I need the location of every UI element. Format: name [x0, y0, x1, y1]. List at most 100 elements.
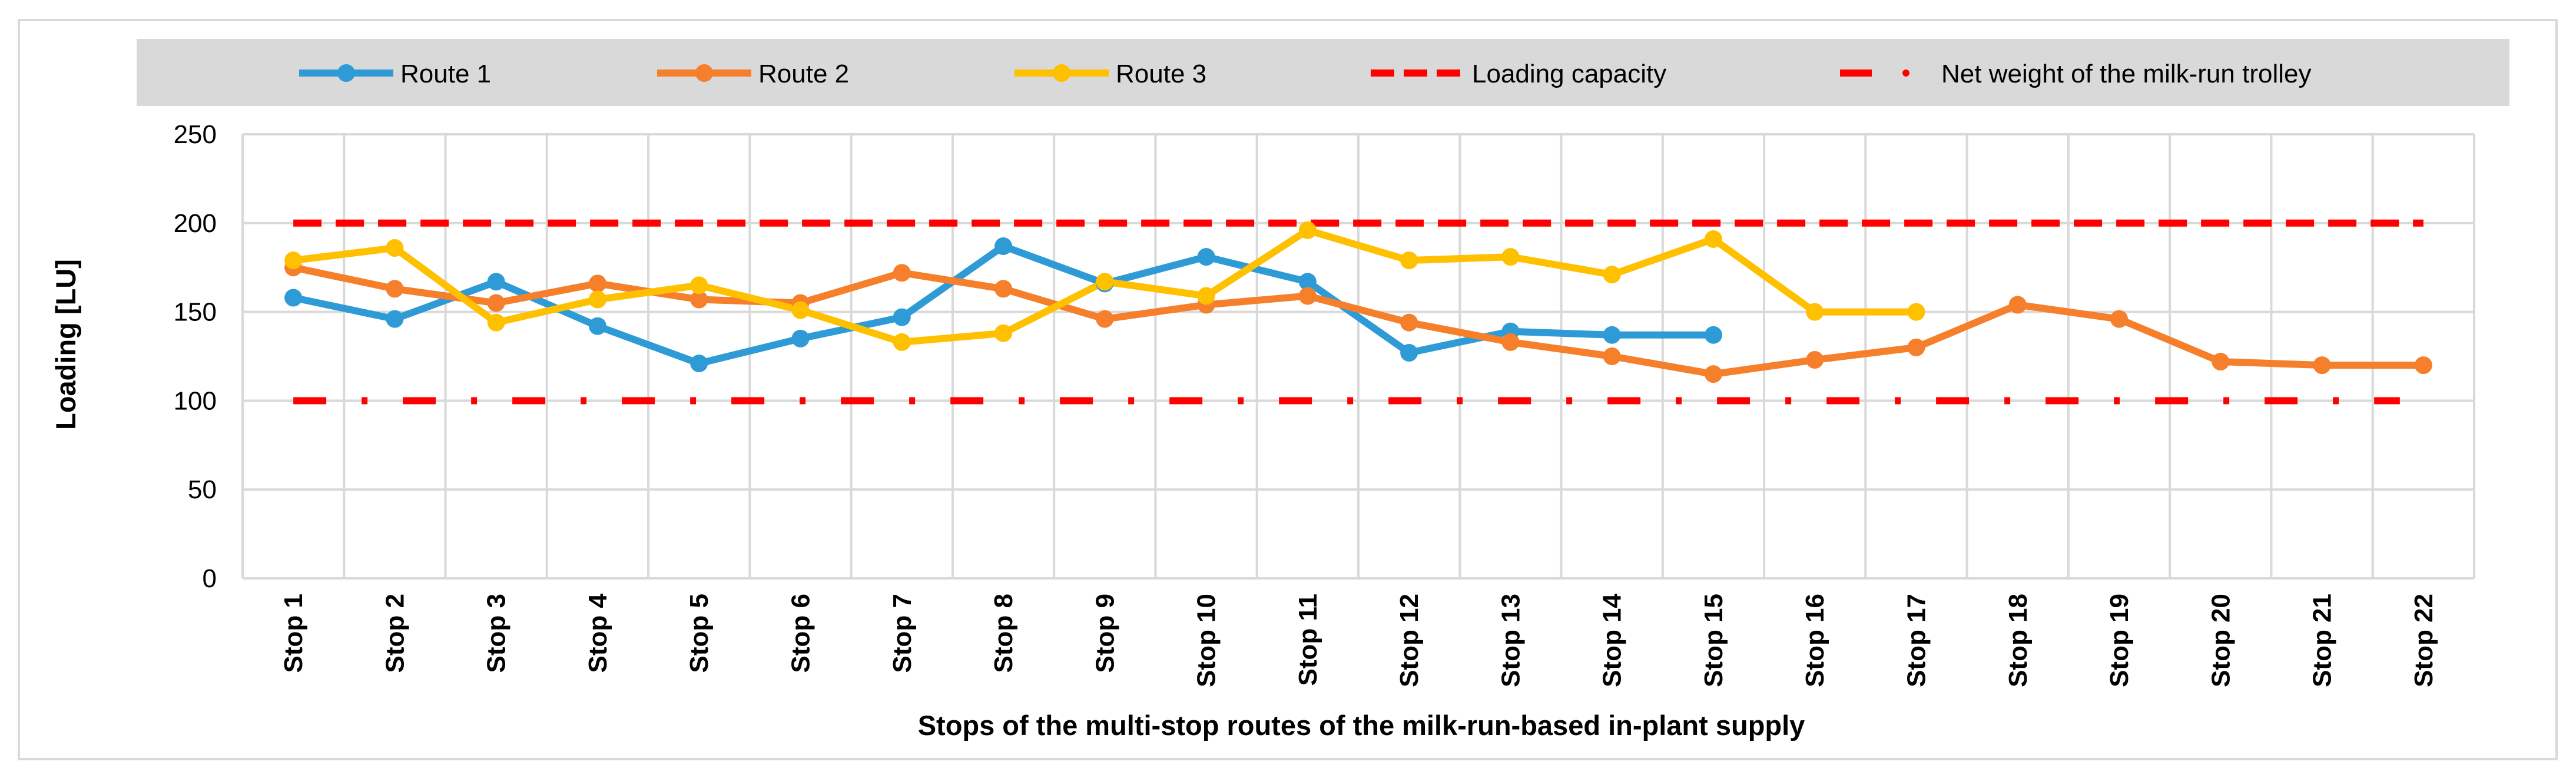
point-route-1-stop-14	[1603, 326, 1621, 344]
y-tick-label: 0	[203, 564, 217, 593]
data-markers	[284, 221, 2432, 383]
y-axis-label: Loading [LU]	[50, 259, 81, 430]
point-route-3-stop-10	[1197, 287, 1215, 305]
point-route-3-stop-8	[994, 324, 1013, 342]
point-route-1-stop-8	[994, 237, 1013, 256]
x-tick-label: Stop 3	[482, 594, 511, 673]
x-tick-label: Stop 6	[787, 594, 815, 673]
point-route-2-stop-14	[1603, 347, 1621, 365]
x-tick-label: Stop 13	[1496, 594, 1525, 687]
point-route-1-stop-6	[791, 329, 810, 347]
point-route-3-stop-13	[1501, 248, 1520, 266]
x-tick-label: Stop 10	[1192, 594, 1221, 687]
point-route-3-stop-11	[1298, 221, 1317, 239]
legend-background	[137, 39, 2509, 106]
legend-swatch-dot	[1902, 69, 1909, 77]
legend-item-route-1: Route 1	[299, 59, 491, 88]
point-route-2-stop-22	[2414, 356, 2432, 375]
point-route-2-stop-16	[1806, 351, 1824, 369]
point-route-3-stop-7	[893, 333, 911, 351]
x-tick-label: Stop 15	[1699, 594, 1728, 687]
point-route-1-stop-10	[1197, 248, 1215, 266]
point-route-3-stop-4	[588, 290, 606, 309]
x-tick-label: Stop 12	[1395, 594, 1424, 687]
x-tick-label: Stop 17	[1902, 594, 1931, 687]
legend-label: Net weight of the milk-run trolley	[1941, 59, 2311, 88]
grid-lines	[241, 133, 2475, 580]
x-tick-label: Stop 8	[989, 594, 1018, 673]
point-route-1-stop-3	[487, 273, 505, 291]
x-axis-label: Stops of the multi-stop routes of the mi…	[918, 710, 1805, 741]
x-tick-label: Stop 11	[1294, 594, 1322, 686]
point-route-2-stop-17	[1907, 338, 1925, 356]
point-route-2-stop-21	[2313, 356, 2331, 375]
legend-label: Route 1	[400, 59, 491, 88]
point-route-3-stop-14	[1603, 266, 1621, 284]
x-tick-label: Stop 2	[380, 594, 409, 673]
x-tick-label: Stop 5	[685, 594, 714, 673]
point-route-2-stop-3	[487, 294, 505, 312]
legend-label: Loading capacity	[1472, 59, 1666, 88]
legend-swatch-marker	[695, 64, 713, 82]
point-route-2-stop-20	[2212, 353, 2230, 371]
point-route-3-stop-17	[1907, 303, 1925, 321]
x-tick-label: Stop 1	[279, 594, 308, 673]
x-tick-label: Stop 7	[888, 594, 917, 673]
point-route-2-stop-18	[2008, 296, 2027, 314]
point-route-3-stop-12	[1400, 251, 1418, 270]
point-route-3-stop-5	[690, 276, 708, 294]
point-route-3-stop-6	[791, 301, 810, 319]
point-route-1-stop-11	[1298, 273, 1317, 291]
x-tick-label: Stop 4	[584, 593, 612, 673]
point-route-2-stop-9	[1096, 310, 1114, 328]
y-tick-label: 200	[174, 209, 217, 238]
legend-swatch-marker	[1053, 64, 1070, 82]
point-route-1-stop-7	[893, 308, 911, 326]
x-tick-label: Stop 16	[1801, 594, 1829, 687]
legend-item-route-3: Route 3	[1015, 59, 1206, 88]
y-tick-label: 250	[174, 120, 217, 149]
x-tick-label: Stop 18	[2004, 594, 2033, 687]
x-tick-label: Stop 14	[1598, 593, 1627, 687]
x-axis-tick-labels: Stop 1 Stop 2 Stop 3 Stop 4 Stop 5 Stop 6 Stop…	[279, 593, 2438, 687]
y-axis-tick-labels: 0 50 100 150 200 250	[174, 120, 217, 593]
legend-swatch-marker	[337, 64, 355, 82]
point-route-2-stop-5	[690, 290, 708, 309]
point-route-2-stop-11	[1298, 287, 1317, 305]
x-tick-label: Stop 9	[1090, 594, 1119, 673]
x-tick-label: Stop 21	[2308, 594, 2337, 687]
point-route-1-stop-2	[386, 310, 404, 328]
point-route-2-stop-4	[588, 274, 606, 293]
point-route-3-stop-1	[284, 251, 303, 270]
point-route-2-stop-19	[2110, 310, 2129, 328]
point-route-1-stop-15	[1704, 326, 1722, 344]
legend-label: Route 2	[758, 59, 849, 88]
point-route-1-stop-1	[284, 289, 303, 307]
legend-item-route-2: Route 2	[657, 59, 849, 88]
point-route-3-stop-9	[1096, 273, 1114, 291]
point-route-2-stop-13	[1501, 333, 1520, 351]
legend: Route 1 Route 2 Route 3 Loading capacity Net…	[299, 59, 2311, 88]
point-route-1-stop-5	[690, 355, 708, 373]
y-tick-label: 50	[188, 475, 217, 504]
legend-item-net-weight-of-the-milk-run-trolley: Net weight of the milk-run trolley	[1840, 59, 2311, 88]
point-route-3-stop-16	[1806, 303, 1824, 321]
point-route-2-stop-12	[1400, 313, 1418, 332]
point-route-3-stop-15	[1704, 230, 1722, 248]
point-route-2-stop-15	[1704, 365, 1722, 383]
x-tick-label: Stop 22	[2409, 594, 2438, 687]
point-route-2-stop-8	[994, 280, 1013, 298]
point-route-3-stop-3	[487, 313, 505, 332]
x-tick-label: Stop 20	[2206, 594, 2235, 687]
legend-label: Route 3	[1116, 59, 1206, 88]
y-tick-label: 150	[174, 298, 217, 327]
point-route-2-stop-7	[893, 264, 911, 282]
x-tick-label: Stop 19	[2105, 594, 2134, 687]
legend-item-loading-capacity: Loading capacity	[1371, 59, 1666, 88]
point-route-3-stop-2	[386, 239, 404, 257]
chart-border	[18, 19, 2558, 760]
point-route-1-stop-12	[1400, 343, 1418, 362]
point-route-1-stop-4	[588, 317, 606, 335]
y-tick-label: 100	[174, 386, 217, 415]
